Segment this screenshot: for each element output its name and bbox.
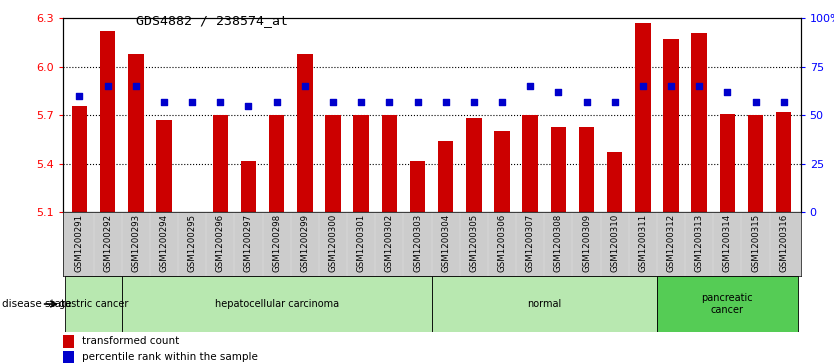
Point	[552, 89, 565, 95]
Text: GSM1200298: GSM1200298	[272, 213, 281, 272]
Text: GSM1200313: GSM1200313	[695, 213, 704, 272]
Bar	[550, 127, 566, 212]
Text: GSM1200301: GSM1200301	[357, 213, 365, 272]
Text: GSM1200315: GSM1200315	[751, 213, 760, 272]
Text: GSM1200307: GSM1200307	[525, 213, 535, 272]
Text: disease state: disease state	[2, 299, 71, 309]
Bar	[63, 351, 73, 363]
Bar	[495, 131, 510, 212]
Point	[158, 99, 171, 105]
Bar	[354, 115, 369, 212]
Bar	[100, 31, 115, 212]
Bar	[438, 141, 454, 212]
Bar	[241, 160, 256, 212]
Bar	[213, 115, 228, 212]
Bar	[65, 276, 122, 332]
Text: percentile rank within the sample: percentile rank within the sample	[83, 352, 259, 362]
Text: GSM1200306: GSM1200306	[498, 213, 506, 272]
Bar	[579, 127, 595, 212]
Point	[354, 99, 368, 105]
Point	[101, 83, 114, 89]
Point	[326, 99, 339, 105]
Text: GSM1200310: GSM1200310	[610, 213, 619, 272]
Text: GSM1200297: GSM1200297	[244, 213, 253, 272]
Text: GSM1200294: GSM1200294	[159, 213, 168, 272]
Point	[270, 99, 284, 105]
Bar	[72, 106, 88, 212]
Point	[242, 103, 255, 109]
Text: GSM1200311: GSM1200311	[638, 213, 647, 272]
Text: GSM1200314: GSM1200314	[723, 213, 732, 272]
Point	[185, 99, 198, 105]
Text: GSM1200308: GSM1200308	[554, 213, 563, 272]
Point	[73, 93, 86, 99]
Point	[749, 99, 762, 105]
Bar	[297, 54, 313, 212]
Text: GSM1200299: GSM1200299	[300, 213, 309, 272]
Bar	[122, 276, 432, 332]
Bar	[409, 160, 425, 212]
Text: GSM1200292: GSM1200292	[103, 213, 112, 272]
Bar	[325, 115, 341, 212]
Point	[721, 89, 734, 95]
Bar	[607, 152, 622, 212]
Bar	[432, 276, 657, 332]
Text: GSM1200295: GSM1200295	[188, 213, 197, 272]
Point	[636, 83, 650, 89]
Bar	[720, 114, 735, 212]
Bar	[269, 115, 284, 212]
Point	[524, 83, 537, 89]
Text: GSM1200291: GSM1200291	[75, 213, 84, 272]
Point	[439, 99, 452, 105]
Point	[467, 99, 480, 105]
Text: GSM1200304: GSM1200304	[441, 213, 450, 272]
Bar	[466, 118, 481, 212]
Text: transformed count: transformed count	[83, 337, 180, 346]
Text: hepatocellular carcinoma: hepatocellular carcinoma	[214, 299, 339, 309]
Bar	[522, 115, 538, 212]
Text: GSM1200302: GSM1200302	[384, 213, 394, 272]
Bar	[657, 276, 798, 332]
Bar	[156, 120, 172, 212]
Point	[692, 83, 706, 89]
Text: normal: normal	[527, 299, 561, 309]
Text: GSM1200316: GSM1200316	[779, 213, 788, 272]
Point	[129, 83, 143, 89]
Point	[665, 83, 678, 89]
Text: GDS4882 / 238574_at: GDS4882 / 238574_at	[137, 15, 289, 28]
Text: pancreatic
cancer: pancreatic cancer	[701, 293, 753, 315]
Point	[580, 99, 593, 105]
Bar	[128, 54, 143, 212]
Text: gastric cancer: gastric cancer	[59, 299, 128, 309]
Bar	[776, 112, 791, 212]
Bar	[748, 115, 763, 212]
Text: GSM1200312: GSM1200312	[666, 213, 676, 272]
Bar	[382, 115, 397, 212]
Point	[214, 99, 227, 105]
Text: GSM1200300: GSM1200300	[329, 213, 338, 272]
Bar	[63, 335, 73, 348]
Point	[411, 99, 425, 105]
Bar	[691, 33, 707, 212]
Point	[383, 99, 396, 105]
Point	[777, 99, 791, 105]
Text: GSM1200296: GSM1200296	[216, 213, 225, 272]
Bar	[636, 23, 651, 212]
Text: GSM1200309: GSM1200309	[582, 213, 591, 272]
Text: GSM1200303: GSM1200303	[413, 213, 422, 272]
Point	[298, 83, 311, 89]
Point	[495, 99, 509, 105]
Text: GSM1200293: GSM1200293	[131, 213, 140, 272]
Bar	[663, 39, 679, 212]
Text: GSM1200305: GSM1200305	[470, 213, 479, 272]
Point	[608, 99, 621, 105]
